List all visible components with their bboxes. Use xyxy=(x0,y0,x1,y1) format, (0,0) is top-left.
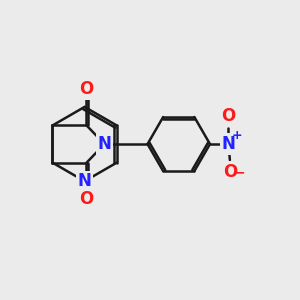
Text: N: N xyxy=(98,135,111,153)
Text: −: − xyxy=(234,165,245,179)
Text: O: O xyxy=(223,163,237,181)
Text: O: O xyxy=(80,190,94,208)
Text: N: N xyxy=(221,135,235,153)
Text: +: + xyxy=(231,129,242,142)
Text: O: O xyxy=(80,80,94,98)
Text: O: O xyxy=(221,107,236,125)
Text: N: N xyxy=(78,172,92,190)
